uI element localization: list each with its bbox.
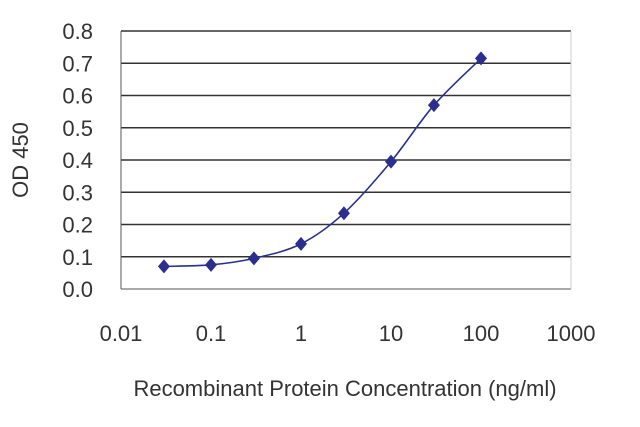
- y-tick-label: 0.4: [62, 148, 93, 173]
- y-tick-label: 0.0: [62, 277, 93, 302]
- y-tick-labels: 0.0 0.1 0.2 0.3 0.4 0.5 0.6 0.7 0.8: [62, 19, 93, 302]
- data-points: [157, 51, 487, 274]
- grid: [121, 30, 571, 258]
- y-tick-label: 0.3: [62, 180, 93, 205]
- x-tick-label: 1: [295, 321, 307, 346]
- x-tick-label: 0.01: [100, 321, 143, 346]
- axes: [120, 31, 572, 290]
- data-point: [157, 259, 170, 274]
- x-tick-label: 100: [463, 321, 500, 346]
- y-tick-label: 0.5: [62, 116, 93, 141]
- y-axis-title: OD 450: [8, 122, 33, 198]
- data-point: [247, 251, 260, 266]
- x-axis-title: Recombinant Protein Concentration (ng/ml…: [133, 376, 556, 401]
- y-tick-label: 0.6: [62, 84, 93, 109]
- data-point: [475, 51, 487, 66]
- x-tick-labels: 0.01 0.1 1 10 100 1000: [100, 321, 596, 346]
- x-tick-label: 1000: [547, 321, 596, 346]
- data-point: [295, 236, 307, 251]
- data-point: [205, 257, 217, 272]
- y-tick-label: 0.7: [62, 51, 93, 76]
- data-point: [385, 154, 397, 169]
- y-tick-label: 0.2: [62, 213, 93, 238]
- x-tick-label: 10: [379, 321, 403, 346]
- x-tick-label: 0.1: [196, 321, 227, 346]
- data-point: [337, 206, 350, 221]
- data-point: [427, 98, 440, 113]
- y-tick-label: 0.1: [62, 245, 93, 270]
- y-tick-label: 0.8: [62, 19, 93, 44]
